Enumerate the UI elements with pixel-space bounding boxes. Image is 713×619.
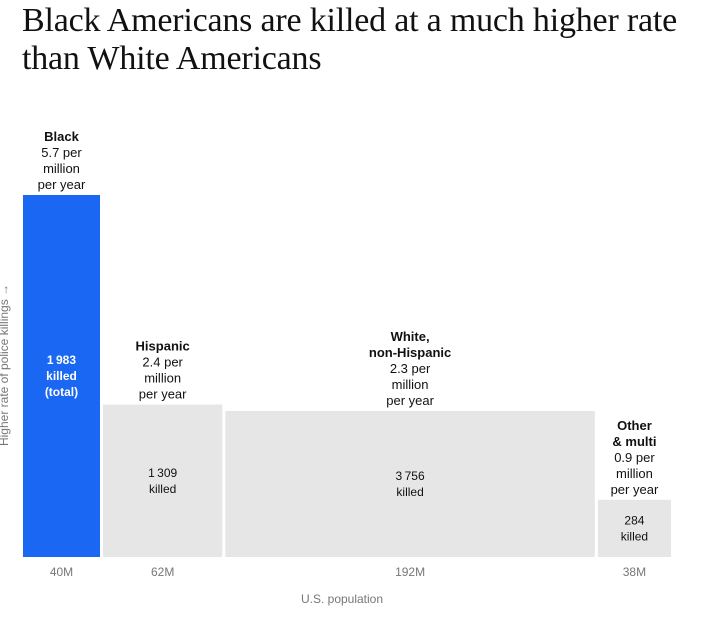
category-header-black: Black 5.7 per million per year — [38, 129, 86, 192]
bar-hispanic — [102, 404, 223, 557]
category-rate: 5.7 per — [41, 145, 82, 160]
killed-label-line: 1 983 — [47, 353, 76, 367]
killed-label-hispanic: 1 309 killed — [148, 466, 177, 496]
chart-title: Black Americans are killed at a much hig… — [22, 2, 678, 77]
category-name: Black — [44, 129, 79, 144]
category-rate: million — [43, 161, 80, 176]
killed-label-line: killed — [46, 369, 77, 383]
category-rate: per year — [139, 387, 187, 402]
killed-label-line: 3 756 — [396, 469, 425, 483]
category-name: & multi — [612, 434, 656, 449]
category-header-white-non-hispanic: White, non-Hispanic 2.3 per million per year — [369, 329, 451, 408]
x-tick-label-white-non-hispanic: 192M — [395, 565, 425, 579]
killed-label-white-non-hispanic: 3 756 killed — [396, 469, 425, 499]
category-rate: per year — [386, 393, 434, 408]
category-header-hispanic: Hispanic 2.4 per million per year — [136, 339, 190, 402]
bars-group — [23, 195, 671, 557]
category-header-other-and-multi: Other & multi 0.9 per million per year — [611, 418, 659, 497]
x-tick-label-other-and-multi: 38M — [623, 565, 646, 579]
category-rate: million — [144, 371, 181, 386]
killed-label-line: killed — [149, 482, 176, 496]
category-name: White, — [391, 329, 430, 344]
category-rate: million — [616, 466, 653, 481]
category-rate: 2.3 per — [390, 361, 431, 376]
category-rate: 2.4 per — [142, 355, 183, 370]
killed-label-line: killed — [396, 485, 423, 499]
category-rate: million — [392, 377, 429, 392]
category-name: non-Hispanic — [369, 345, 451, 360]
y-axis-label: Higher rate of police killings → — [0, 284, 11, 446]
bar-black — [23, 195, 100, 557]
killed-label-black: 1 983 killed (total) — [45, 353, 78, 399]
killed-label-line: 284 — [624, 513, 644, 527]
category-name: Hispanic — [136, 339, 190, 354]
x-ticks-group: 40M 62M 192M 38M — [50, 565, 646, 579]
x-tick-label-black: 40M — [50, 565, 73, 579]
category-rate: 0.9 per — [614, 450, 655, 465]
killed-label-line: 1 309 — [148, 466, 177, 480]
category-rate: per year — [38, 177, 86, 192]
labels-group: 1 983 killed (total)Black 5.7 per million per… — [38, 129, 659, 543]
killed-label-line: (total) — [45, 385, 78, 399]
category-name: Other — [617, 418, 652, 433]
x-tick-label-hispanic: 62M — [151, 565, 174, 579]
x-axis-label: U.S. population — [301, 592, 383, 606]
bar-white-non-hispanic — [225, 410, 595, 557]
category-rate: per year — [611, 482, 659, 497]
killed-label-other-and-multi: 284 killed — [621, 513, 648, 543]
killed-label-line: killed — [621, 529, 648, 543]
bar-other-and-multi — [597, 499, 671, 557]
